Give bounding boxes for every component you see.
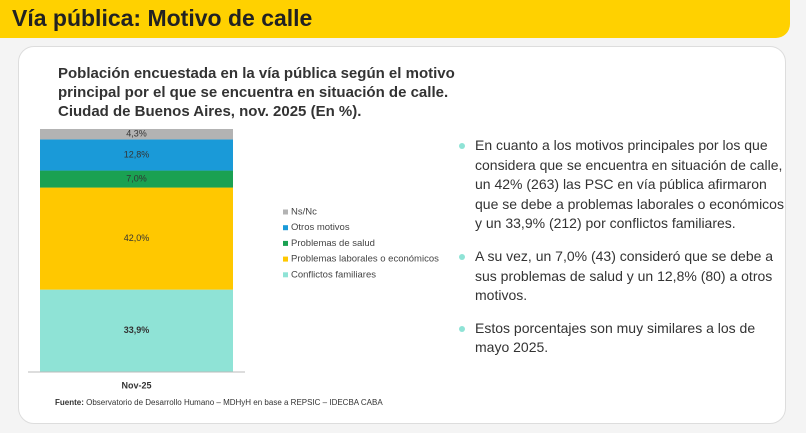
- source-label: Fuente:: [55, 398, 84, 407]
- legend-label: Conflictos familiares: [291, 269, 376, 280]
- value-label: 4,3%: [126, 129, 147, 139]
- legend-swatch: [283, 225, 288, 231]
- bar-segment: [40, 187, 233, 290]
- bullet-point: Estos porcentajes son muy similares a lo…: [458, 319, 788, 358]
- chart-title: Población encuestada en la vía pública s…: [58, 65, 455, 120]
- value-label: 33,9%: [124, 325, 150, 335]
- legend-label: Otros motivos: [291, 222, 350, 233]
- legend-label: Ns/Nc: [291, 207, 317, 218]
- value-label: 7,0%: [126, 173, 147, 183]
- x-tick-label: Nov-25: [121, 380, 151, 390]
- header-bar: Vía pública: Motivo de calle: [0, 0, 790, 38]
- bullet-point: En cuanto a los motivos principales por …: [458, 136, 788, 234]
- bar-segment: [40, 170, 233, 188]
- bullet-point: A su vez, un 7,0% (43) consideró que se …: [458, 247, 788, 306]
- bar-segment: [40, 139, 233, 171]
- source-note: Fuente: Observatorio de Desarrollo Human…: [55, 398, 383, 407]
- value-label: 42,0%: [124, 233, 150, 243]
- legend-label: Problemas de salud: [291, 238, 375, 249]
- source-text: Observatorio de Desarrollo Humano – MDHy…: [86, 398, 383, 407]
- bar-segment: [40, 289, 233, 372]
- legend-label: Problemas laborales o económicos: [291, 254, 439, 265]
- bullet-list: En cuanto a los motivos principales por …: [458, 136, 788, 371]
- legend-swatch: [283, 256, 288, 262]
- bar-segment: [40, 129, 233, 140]
- value-label: 12,8%: [124, 149, 150, 159]
- legend-swatch: [283, 240, 288, 246]
- legend-swatch: [283, 209, 288, 215]
- page-title: Vía pública: Motivo de calle: [12, 5, 313, 31]
- legend-swatch: [283, 272, 288, 278]
